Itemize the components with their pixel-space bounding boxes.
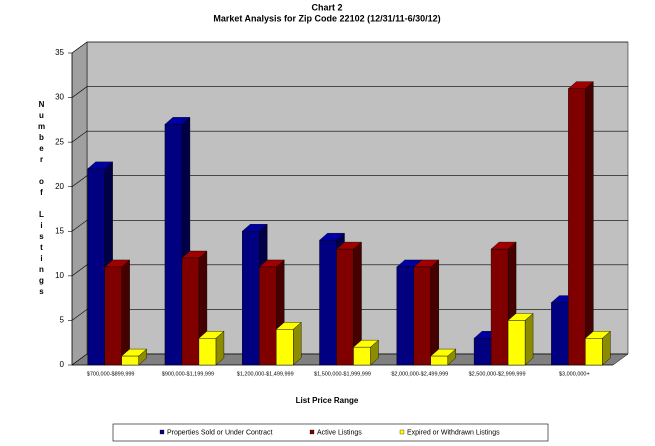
bar-side bbox=[430, 259, 439, 366]
bar bbox=[121, 355, 139, 366]
chart-subtitle: Market Analysis for Zip Code 22102 (12/3… bbox=[213, 13, 440, 23]
grid-line bbox=[71, 219, 628, 232]
bar bbox=[164, 124, 183, 366]
bar bbox=[87, 168, 105, 366]
bar bbox=[242, 231, 260, 366]
y-tick-label: 20 bbox=[55, 182, 64, 191]
grid-line bbox=[71, 130, 628, 143]
grid-line bbox=[71, 41, 628, 54]
y-tick-label: 10 bbox=[55, 271, 64, 280]
side-wall bbox=[71, 41, 88, 366]
bar bbox=[181, 257, 200, 366]
bar bbox=[353, 346, 371, 366]
legend-swatch bbox=[159, 429, 165, 435]
x-axis-label: List Price Range bbox=[296, 396, 359, 405]
bar bbox=[507, 320, 526, 366]
y-tick-label: 0 bbox=[60, 360, 65, 369]
y-axis-label: Number of Listings bbox=[37, 100, 46, 298]
y-tick-label: 5 bbox=[60, 316, 65, 325]
x-tick-label: $3,000,000+ bbox=[559, 371, 590, 377]
bar bbox=[259, 266, 277, 366]
bar bbox=[413, 266, 431, 366]
bar bbox=[336, 248, 354, 366]
legend-box bbox=[112, 423, 549, 442]
bar-side bbox=[585, 81, 594, 366]
legend-swatch bbox=[399, 429, 405, 435]
bar bbox=[551, 302, 569, 366]
chart-title: Chart 2 bbox=[311, 2, 342, 12]
x-tick-label: $1,200,000-$1,499,999 bbox=[237, 371, 294, 377]
bar bbox=[198, 338, 217, 366]
bar bbox=[473, 338, 492, 366]
legend-swatch bbox=[309, 429, 315, 435]
bar bbox=[490, 248, 509, 366]
y-tick-label: 15 bbox=[55, 226, 64, 235]
bar-side bbox=[293, 321, 302, 366]
bar bbox=[568, 88, 586, 366]
x-tick-label: $1,500,000-$1,999,999 bbox=[314, 371, 371, 377]
x-tick-label: $2,000,000-$2,499,999 bbox=[391, 371, 448, 377]
x-tick-label: $700,000-$899,999 bbox=[87, 371, 135, 377]
x-tick-label: $2,500,000-$2,999,999 bbox=[469, 371, 526, 377]
grid-line bbox=[71, 175, 628, 187]
x-tick-label: $900,000-$1,199,999 bbox=[162, 371, 214, 377]
grid-line bbox=[71, 264, 628, 277]
legend-label: Properties Sold or Under Contract bbox=[167, 429, 272, 436]
bar bbox=[319, 239, 337, 366]
bar bbox=[276, 329, 294, 366]
y-tick-label: 30 bbox=[55, 93, 64, 102]
grid-line bbox=[71, 309, 628, 321]
bar bbox=[396, 266, 414, 366]
grid-line bbox=[71, 86, 628, 98]
bar bbox=[104, 266, 122, 366]
bar bbox=[430, 355, 448, 366]
y-tick-label: 35 bbox=[55, 48, 64, 57]
legend-label: Expired or Withdrawn Listings bbox=[407, 429, 500, 436]
y-tick-label: 25 bbox=[55, 137, 64, 146]
legend-label: Active Listings bbox=[317, 429, 362, 436]
bar bbox=[585, 338, 603, 366]
bar-side bbox=[524, 312, 534, 366]
bar-side bbox=[121, 259, 130, 366]
